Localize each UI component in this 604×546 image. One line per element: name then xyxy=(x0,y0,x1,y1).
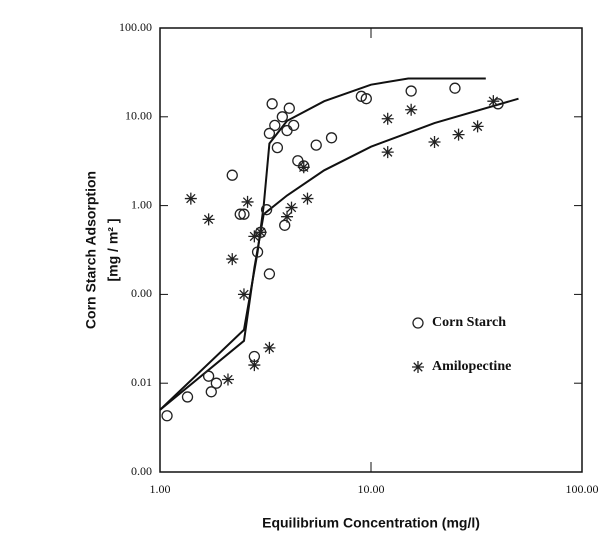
y-tick-label: 1.00 xyxy=(131,197,152,211)
data-point xyxy=(226,253,239,266)
data-point xyxy=(381,112,394,125)
data-point xyxy=(285,201,298,214)
x-tick-label: 10.00 xyxy=(358,482,385,496)
y-tick-label: 0.00 xyxy=(131,464,152,478)
data-point xyxy=(405,103,418,116)
data-point xyxy=(248,359,261,372)
data-point xyxy=(202,213,215,226)
y-tick-label: 100.00 xyxy=(119,20,152,34)
data-point xyxy=(254,226,267,239)
data-point xyxy=(263,127,276,140)
data-point xyxy=(181,391,194,403)
data-point xyxy=(269,119,281,132)
data-point xyxy=(226,169,238,181)
fit-line xyxy=(159,97,519,411)
y-axis-title: Corn Starch Adsorption xyxy=(83,171,99,329)
data-point xyxy=(381,146,394,159)
x-tick-label: 1.00 xyxy=(150,482,171,496)
data-point xyxy=(221,373,234,386)
data-point xyxy=(276,111,288,123)
legend-label: Amilopectine xyxy=(432,359,511,374)
x-tick-label: 100.00 xyxy=(566,482,599,496)
data-point xyxy=(301,192,314,205)
data-point xyxy=(237,288,250,301)
plot-frame xyxy=(159,27,583,473)
data-point xyxy=(310,139,322,151)
data-point xyxy=(263,268,276,280)
data-point xyxy=(210,377,223,389)
data-point xyxy=(205,386,217,398)
data-point xyxy=(428,136,441,149)
y-tick-label: 0.00 xyxy=(131,286,152,300)
data-point xyxy=(241,195,254,208)
y-tick-label: 10.00 xyxy=(125,109,152,123)
data-point xyxy=(202,370,215,382)
legend-marker xyxy=(412,361,424,373)
data-point xyxy=(248,230,261,243)
data-point xyxy=(279,219,291,231)
y-axis-unit: [mg / m² ] xyxy=(105,219,121,282)
data-point xyxy=(238,208,250,220)
data-point xyxy=(260,204,273,216)
data-point xyxy=(405,85,417,97)
legend-marker xyxy=(412,317,424,329)
data-point xyxy=(234,208,246,220)
data-point xyxy=(487,95,500,108)
data-point xyxy=(471,120,484,133)
data-point xyxy=(297,161,310,174)
data-point xyxy=(283,102,295,114)
x-axis-title: Equilibrium Concentration (mg/l) xyxy=(262,515,480,531)
data-point xyxy=(360,93,372,105)
data-point xyxy=(281,124,293,137)
data-point xyxy=(281,210,294,223)
legend-label: Corn Starch xyxy=(432,315,506,330)
data-point xyxy=(161,410,173,422)
data-point xyxy=(251,246,264,258)
data-point xyxy=(184,192,197,205)
data-point xyxy=(325,132,338,144)
data-point xyxy=(452,128,465,141)
data-point xyxy=(266,98,278,110)
y-tick-label: 0.01 xyxy=(131,375,152,389)
data-point xyxy=(263,341,276,354)
data-point xyxy=(271,141,284,154)
data-point xyxy=(449,82,461,94)
data-point xyxy=(288,119,300,132)
